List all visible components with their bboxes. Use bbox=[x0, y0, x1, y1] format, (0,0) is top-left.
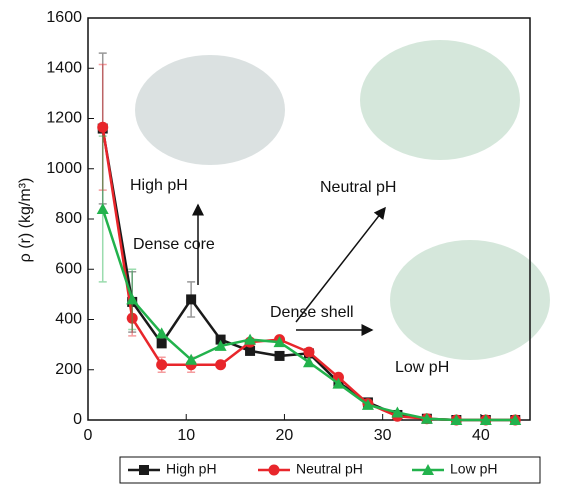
x-tick-label: 0 bbox=[84, 427, 93, 444]
marker bbox=[450, 414, 463, 425]
series bbox=[96, 135, 522, 425]
marker bbox=[156, 338, 167, 349]
annotation: Dense shell bbox=[270, 304, 354, 321]
legend-label: Low pH bbox=[450, 461, 497, 477]
marker bbox=[391, 406, 404, 418]
y-tick-label: 1200 bbox=[46, 110, 82, 127]
annotation: Low pH bbox=[395, 359, 449, 376]
molecule-images bbox=[135, 40, 550, 360]
marker bbox=[186, 294, 197, 305]
marker bbox=[273, 336, 286, 348]
x-tick-label: 10 bbox=[177, 427, 195, 444]
annotation: High pH bbox=[130, 177, 188, 194]
x-tick-label: 20 bbox=[276, 427, 294, 444]
marker bbox=[155, 327, 168, 339]
annotation-arrow bbox=[295, 206, 386, 323]
marker bbox=[214, 339, 227, 351]
y-tick-label: 400 bbox=[55, 311, 82, 328]
x-tick-label: 40 bbox=[472, 427, 490, 444]
marker bbox=[509, 414, 522, 425]
annotation: Dense core bbox=[133, 236, 215, 253]
legend-frame bbox=[119, 456, 541, 484]
marker bbox=[139, 465, 149, 475]
y-tick-label: 1000 bbox=[46, 160, 82, 177]
marker bbox=[479, 414, 492, 425]
marker bbox=[420, 412, 433, 424]
marker bbox=[361, 398, 374, 410]
y-axis-label: ρ (r) (kg/m³) bbox=[17, 178, 34, 263]
marker bbox=[303, 346, 315, 358]
marker bbox=[303, 356, 315, 368]
y-tick-label: 0 bbox=[73, 411, 82, 428]
marker bbox=[245, 345, 256, 356]
y-tick-label: 200 bbox=[55, 361, 82, 378]
marker bbox=[126, 312, 138, 324]
x-tick-label: 30 bbox=[374, 427, 392, 444]
y-tick-label: 800 bbox=[55, 210, 82, 227]
marker bbox=[422, 464, 434, 475]
y-tick-label: 600 bbox=[55, 260, 82, 277]
marker bbox=[244, 333, 257, 345]
marker bbox=[215, 359, 227, 371]
annotation: Neutral pH bbox=[320, 179, 396, 196]
marker bbox=[185, 353, 198, 365]
marker bbox=[215, 334, 226, 345]
marker bbox=[96, 202, 109, 214]
legend-label: Neutral pH bbox=[296, 461, 363, 477]
marker bbox=[97, 121, 109, 133]
y-tick-label: 1600 bbox=[46, 9, 82, 26]
marker bbox=[274, 350, 285, 361]
marker bbox=[332, 377, 345, 389]
legend: High pH Neutral pH Low pH bbox=[119, 456, 541, 484]
marker bbox=[126, 293, 139, 305]
marker bbox=[156, 359, 168, 371]
y-tick-label: 1400 bbox=[46, 59, 82, 76]
legend-label: High pH bbox=[166, 461, 217, 477]
marker bbox=[268, 464, 280, 476]
